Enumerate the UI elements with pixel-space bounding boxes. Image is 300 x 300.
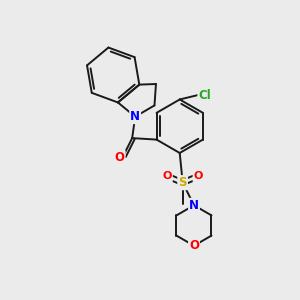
- Text: Cl: Cl: [198, 88, 211, 101]
- Text: S: S: [178, 176, 187, 189]
- Text: O: O: [189, 239, 199, 252]
- Text: N: N: [189, 199, 199, 212]
- Text: N: N: [130, 110, 140, 123]
- Text: O: O: [194, 171, 203, 181]
- Text: S: S: [178, 176, 187, 189]
- Text: O: O: [163, 171, 172, 181]
- Text: O: O: [115, 151, 125, 164]
